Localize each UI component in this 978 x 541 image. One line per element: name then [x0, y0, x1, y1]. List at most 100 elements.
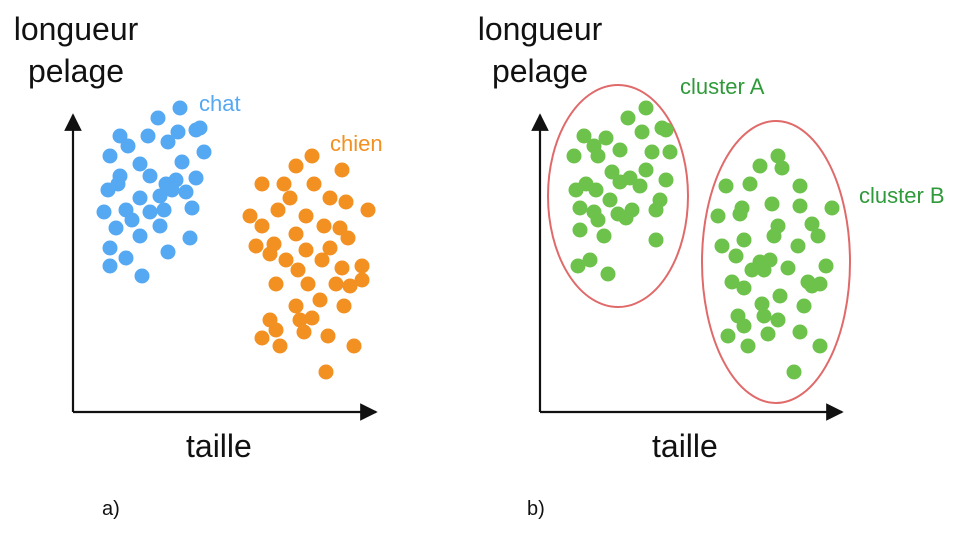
chien-point — [276, 176, 292, 192]
chien-point — [304, 310, 320, 326]
chat-point — [102, 258, 118, 274]
cluster-b-point — [792, 198, 808, 214]
cluster-a-point — [638, 100, 654, 116]
chat-point — [170, 124, 186, 140]
chien-point — [342, 278, 358, 294]
cluster-b-point — [790, 238, 806, 254]
chien-point — [328, 276, 344, 292]
cluster-b-point — [718, 178, 734, 194]
cluster-a-point — [590, 212, 606, 228]
chat-point — [160, 134, 176, 150]
chat-point — [118, 250, 134, 266]
chien-point — [254, 176, 270, 192]
chat-point — [96, 204, 112, 220]
cluster-b-point — [754, 296, 770, 312]
cluster-a-ellipse — [547, 84, 689, 308]
cluster-b-point — [710, 208, 726, 224]
chien-point — [278, 252, 294, 268]
cluster-b-point — [732, 206, 748, 222]
cluster-a-point — [644, 144, 660, 160]
chien-point — [282, 190, 298, 206]
chat-point — [192, 120, 208, 136]
chat-point — [188, 170, 204, 186]
chien-point — [288, 158, 304, 174]
cluster-a-point — [568, 182, 584, 198]
cluster-b-point — [742, 176, 758, 192]
chien-point — [254, 330, 270, 346]
chien-point — [270, 202, 286, 218]
cluster-b-point — [810, 228, 826, 244]
cluster-b-point — [766, 228, 782, 244]
cluster-b-point — [786, 364, 802, 380]
chat-point — [160, 244, 176, 260]
chien-point — [318, 364, 334, 380]
chien-point — [320, 328, 336, 344]
cluster-a-point — [588, 182, 604, 198]
chien-point — [332, 220, 348, 236]
chat-point — [112, 128, 128, 144]
cluster-b-point — [792, 178, 808, 194]
cluster-b-point — [740, 338, 756, 354]
cluster-b-point — [770, 148, 786, 164]
panel-a-y-label-line2: pelage — [27, 53, 125, 89]
cluster-b-point — [774, 160, 790, 176]
cluster-a-point — [638, 162, 654, 178]
panel-b-y-label-line1: longueur — [477, 11, 603, 47]
cluster-a-point — [620, 110, 636, 126]
chat-point — [174, 154, 190, 170]
chat-point — [150, 110, 166, 126]
chat-point — [102, 148, 118, 164]
chat-point — [142, 204, 158, 220]
chien-point — [314, 252, 330, 268]
chien-point — [340, 230, 356, 246]
label-cluster-b: cluster B — [859, 183, 945, 208]
cluster-b-point — [714, 238, 730, 254]
chien-point — [288, 298, 304, 314]
cluster-a-point — [618, 210, 634, 226]
cluster-b-points — [710, 148, 840, 380]
cluster-a-point — [590, 148, 606, 164]
panel-b-y-label-line2: pelage — [491, 53, 589, 89]
chat-point — [132, 156, 148, 172]
cluster-b-point — [724, 274, 740, 290]
chien-point — [322, 240, 338, 256]
cluster-a-points — [566, 100, 678, 282]
chien-point — [360, 202, 376, 218]
chien-point — [346, 338, 362, 354]
cluster-b-point — [752, 158, 768, 174]
chien-point — [248, 238, 264, 254]
chien-point — [300, 276, 316, 292]
cluster-b-point — [818, 258, 834, 274]
cluster-a-point — [596, 228, 612, 244]
cluster-b-point — [756, 262, 772, 278]
chien-point — [296, 324, 312, 340]
chien-point — [298, 242, 314, 258]
panel-a-y-label: longueur pelage — [4, 8, 148, 92]
cluster-a-point — [604, 164, 620, 180]
cluster-b-point — [764, 196, 780, 212]
chien-point — [298, 208, 314, 224]
chien-point — [354, 272, 370, 288]
cluster-a-point — [634, 124, 650, 140]
chat-points — [96, 100, 212, 284]
cluster-b-point — [736, 280, 752, 296]
chat-point — [156, 202, 172, 218]
cluster-a-point — [612, 174, 628, 190]
chat-point — [132, 228, 148, 244]
chat-point — [102, 240, 118, 256]
chat-point — [142, 168, 158, 184]
chien-point — [338, 194, 354, 210]
chien-point — [290, 262, 306, 278]
cluster-a-point — [648, 202, 664, 218]
chien-point — [304, 148, 320, 164]
cluster-a-point — [572, 200, 588, 216]
cluster-b-point — [760, 326, 776, 342]
chien-point — [272, 338, 288, 354]
cluster-a-point — [602, 192, 618, 208]
cluster-a-point — [576, 128, 592, 144]
chat-point — [134, 268, 150, 284]
cluster-b-point — [812, 338, 828, 354]
cluster-b-point — [772, 288, 788, 304]
